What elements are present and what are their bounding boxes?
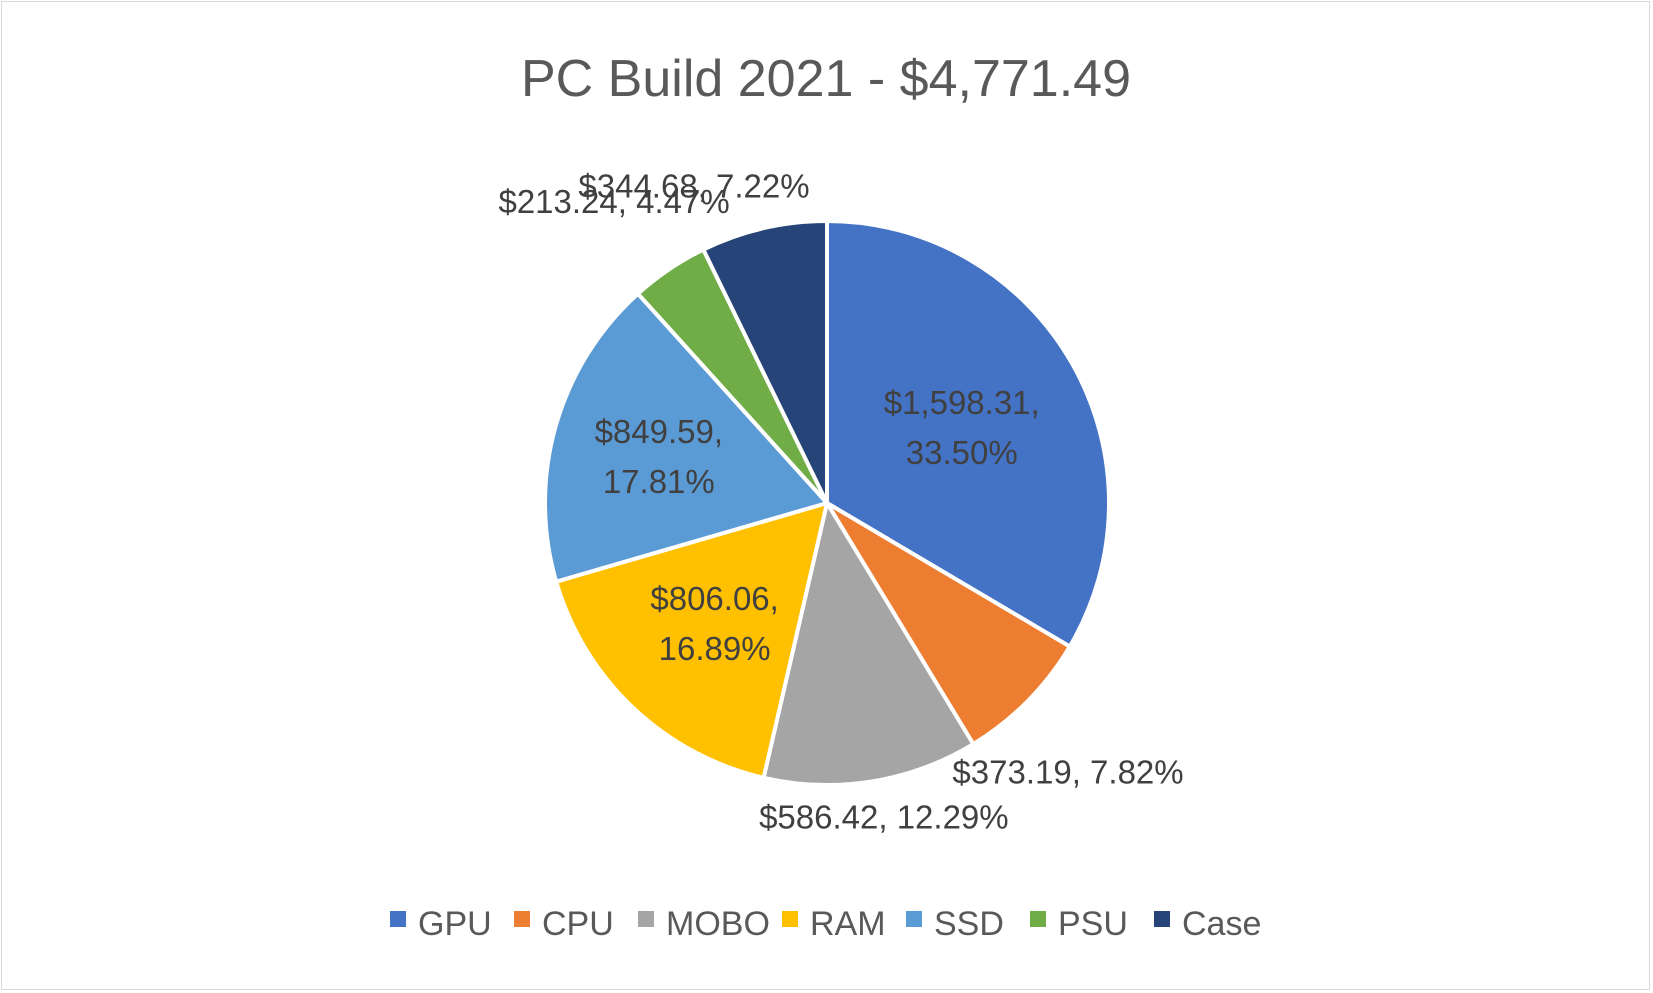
pie-slice-gpu <box>825 219 1112 649</box>
data-label-case: $344.68, 7.22% <box>578 168 809 205</box>
legend-swatch-psu <box>1030 911 1046 927</box>
pie-slice-ram <box>554 501 829 780</box>
legend-swatch-ram <box>782 911 798 927</box>
data-label-ssd: $849.59, 17.81% <box>595 413 723 500</box>
legend-label-ram: RAM <box>810 905 886 943</box>
legend-item-case: Case <box>1154 905 1261 943</box>
legend-swatch-case <box>1154 911 1170 927</box>
legend-swatch-mobo <box>638 911 654 927</box>
pie-slice-case <box>701 219 829 505</box>
legend-swatch-ssd <box>906 911 922 927</box>
legend-item-ssd: SSD <box>906 905 1004 943</box>
pie-slice-cpu <box>825 501 1072 747</box>
legend-item-ram: RAM <box>782 905 886 943</box>
pie-slices <box>543 219 1112 787</box>
legend-item-mobo: MOBO <box>638 905 770 943</box>
data-label-cpu: $373.19, 7.82% <box>952 754 1183 791</box>
legend: GPU CPU MOBO RAM SSD PSU Case <box>390 905 1261 943</box>
pie-slice-mobo <box>761 501 976 787</box>
data-label-ram: $806.06, 16.89% <box>650 580 778 667</box>
data-labels: $1,598.31, 33.50% $373.19, 7.82% $586.42, 1… <box>498 168 1183 836</box>
legend-label-ssd: SSD <box>934 905 1004 943</box>
data-label-gpu: $1,598.31, 33.50% <box>884 384 1040 471</box>
legend-swatch-cpu <box>514 911 530 927</box>
legend-item-cpu: CPU <box>514 905 614 943</box>
legend-label-case: Case <box>1182 905 1261 943</box>
legend-label-gpu: GPU <box>418 905 492 943</box>
data-label-mobo: $586.42, 12.29% <box>759 799 1009 836</box>
chart-title: PC Build 2021 - $4,771.49 <box>521 50 1131 108</box>
legend-item-gpu: GPU <box>390 905 492 943</box>
legend-swatch-gpu <box>390 911 406 927</box>
legend-item-psu: PSU <box>1030 905 1128 943</box>
legend-label-mobo: MOBO <box>666 905 770 943</box>
pie-slice-ssd <box>543 291 829 584</box>
legend-label-cpu: CPU <box>542 905 614 943</box>
legend-label-psu: PSU <box>1058 905 1128 943</box>
data-label-psu: $213.24, 4.47% <box>498 183 729 220</box>
